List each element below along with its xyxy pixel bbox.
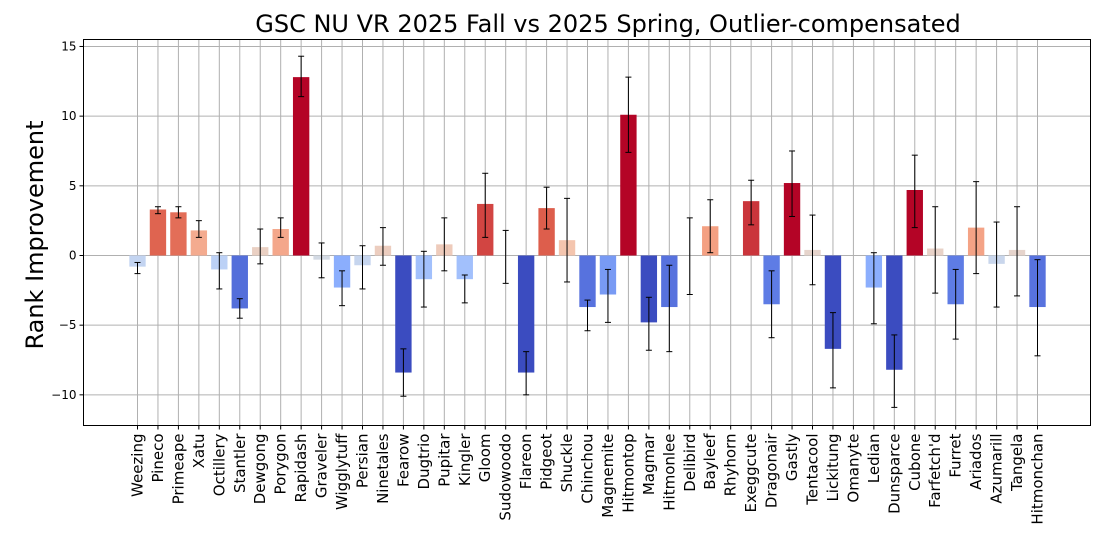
x-tick-label: Xatu [190,434,208,469]
x-tick-label: Dugtrio [415,434,433,490]
x-tick-label: Hitmontop [619,434,637,513]
x-tick-label: Graveler [313,433,331,498]
y-tick-label: −5 [59,318,77,332]
x-tick-label: Exeggcute [742,434,760,513]
x-tick-label: Gloom [476,434,494,483]
bar [824,255,842,349]
x-tick-label: Tangela [1008,434,1026,493]
x-tick-label: Porygon [272,434,290,495]
error-bars [134,55,1041,408]
x-tick-label: Primeape [169,434,187,505]
y-tick-label: 10 [61,109,76,123]
x-tick-label: Azumarill [988,434,1006,504]
bar [170,212,187,256]
x-tick-label: Magmar [640,433,658,495]
bar [149,209,167,256]
x-tick-label: Dewgong [251,434,269,505]
x-tick-label: Dunsparce [885,434,903,514]
y-tick-label: 15 [61,39,76,53]
chart-title: GSC NU VR 2025 Fall vs 2025 Spring, Outl… [255,10,961,38]
x-tick-label: Chinchou [579,434,597,504]
y-tick-label: 0 [69,248,77,262]
x-tick-label: Shuckle [558,434,576,493]
x-tick-label: Bayleef [701,433,719,490]
bar [292,77,310,256]
x-tick-label: Cubone [906,434,924,491]
y-axis-label: Rank Improvement [21,120,49,349]
x-tick-label: Pineco [149,434,167,483]
x-tick-label: Octillery [210,433,228,496]
x-tick-label: Tentacool [804,434,822,506]
bar [517,255,535,373]
y-tick-label: −10 [51,388,76,402]
bar [579,255,596,308]
x-tick-label: Flareon [517,434,535,490]
x-tick-label: Pupitar [435,433,453,487]
x-tick-label: Lickitung [824,434,842,502]
x-tick-label: Farfetch'd [926,434,944,508]
x-tick-label: Magnemite [599,434,617,518]
x-tick-label: Sudowoodo [497,434,515,521]
x-axis-ticks: Weezing Pineco Primeape Xatu Octillery Stantl… [129,425,1047,525]
bar [272,229,289,256]
x-tick-label: Ninetales [374,433,392,504]
x-tick-label: Weezing [129,434,147,497]
x-tick-label: Persian [354,434,372,489]
bar [129,255,146,267]
bar [395,255,412,373]
x-tick-label: Hitmonchan [1029,434,1047,525]
x-tick-label: Wigglytuff [333,433,351,510]
bar [190,230,208,256]
x-tick-label: Ledian [865,434,883,484]
x-tick-label: Delibird [681,434,699,492]
x-tick-label: Furret [947,433,965,477]
x-tick-label: Ariados [967,433,985,489]
x-tick-label: Pidgeot [538,433,556,489]
y-tick-label: 5 [69,179,77,193]
x-tick-label: Gastly [783,433,801,481]
x-tick-label: Omanyte [844,434,862,503]
grid [83,39,1091,426]
bar [231,255,248,309]
bar [742,201,760,256]
bar [886,255,903,370]
x-tick-label: Rhyhorn [722,434,740,497]
bar [620,114,637,256]
bar [456,255,473,280]
bar [783,183,801,256]
x-tick-label: Kingler [456,433,474,486]
x-tick-label: Fearow [394,434,412,488]
x-tick-label: Stantler [231,433,249,493]
x-tick-label: Hitmonlee [660,434,678,511]
x-tick-label: Rapidash [292,434,310,503]
bars [129,77,1046,373]
bar [538,208,555,256]
x-tick-label: Dragonair [763,433,781,508]
bar [640,255,658,323]
y-axis-ticks: −10 −5 0 5 10 15 [51,39,84,402]
